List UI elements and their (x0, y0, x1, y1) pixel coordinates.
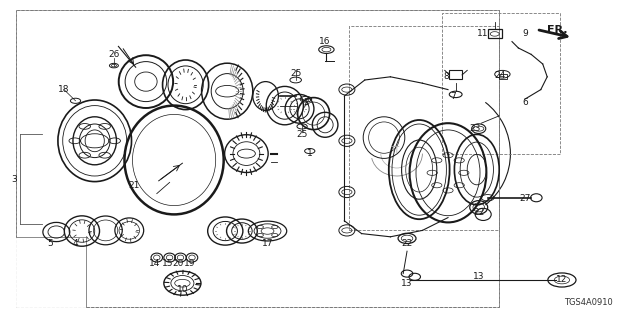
Text: TT: TT (391, 146, 400, 155)
Bar (449, 70, 462, 79)
Text: 9: 9 (522, 29, 527, 38)
Text: 26: 26 (108, 50, 120, 59)
Text: 21: 21 (129, 181, 140, 190)
Bar (488, 29, 502, 38)
Text: 23: 23 (469, 124, 481, 132)
Text: 14: 14 (149, 260, 161, 268)
Text: 25: 25 (290, 69, 301, 78)
Text: 24: 24 (495, 71, 506, 80)
Text: 3: 3 (12, 175, 17, 184)
Bar (349, 26, 499, 230)
Text: 2: 2 (303, 98, 308, 107)
Text: 22: 22 (401, 239, 413, 248)
Text: 13: 13 (473, 272, 484, 281)
Text: 20: 20 (172, 260, 184, 268)
Text: 13: 13 (401, 279, 413, 288)
Text: 16: 16 (319, 37, 331, 46)
Text: 1: 1 (307, 149, 312, 158)
Text: 25: 25 (296, 130, 308, 139)
Text: 4: 4 (73, 239, 78, 248)
Text: 8: 8 (444, 72, 449, 81)
Text: 15: 15 (162, 260, 173, 268)
Text: 27: 27 (519, 194, 531, 203)
Text: TGS4A0910: TGS4A0910 (564, 298, 613, 307)
Text: 17: 17 (262, 239, 273, 248)
Bar (442, 13, 560, 154)
Text: 18: 18 (58, 85, 70, 94)
Text: 11: 11 (477, 29, 488, 38)
Bar (499, 74, 507, 79)
Text: FR.: FR. (547, 25, 567, 36)
Text: 12: 12 (556, 276, 568, 284)
Text: 5: 5 (47, 239, 52, 248)
Text: 10: 10 (177, 285, 188, 294)
Text: 7: 7 (451, 92, 456, 100)
Text: 22: 22 (473, 208, 484, 217)
Text: 6: 6 (522, 98, 527, 107)
Bar (16, 237, 86, 307)
Bar (16, 10, 499, 307)
Text: 19: 19 (184, 260, 195, 268)
